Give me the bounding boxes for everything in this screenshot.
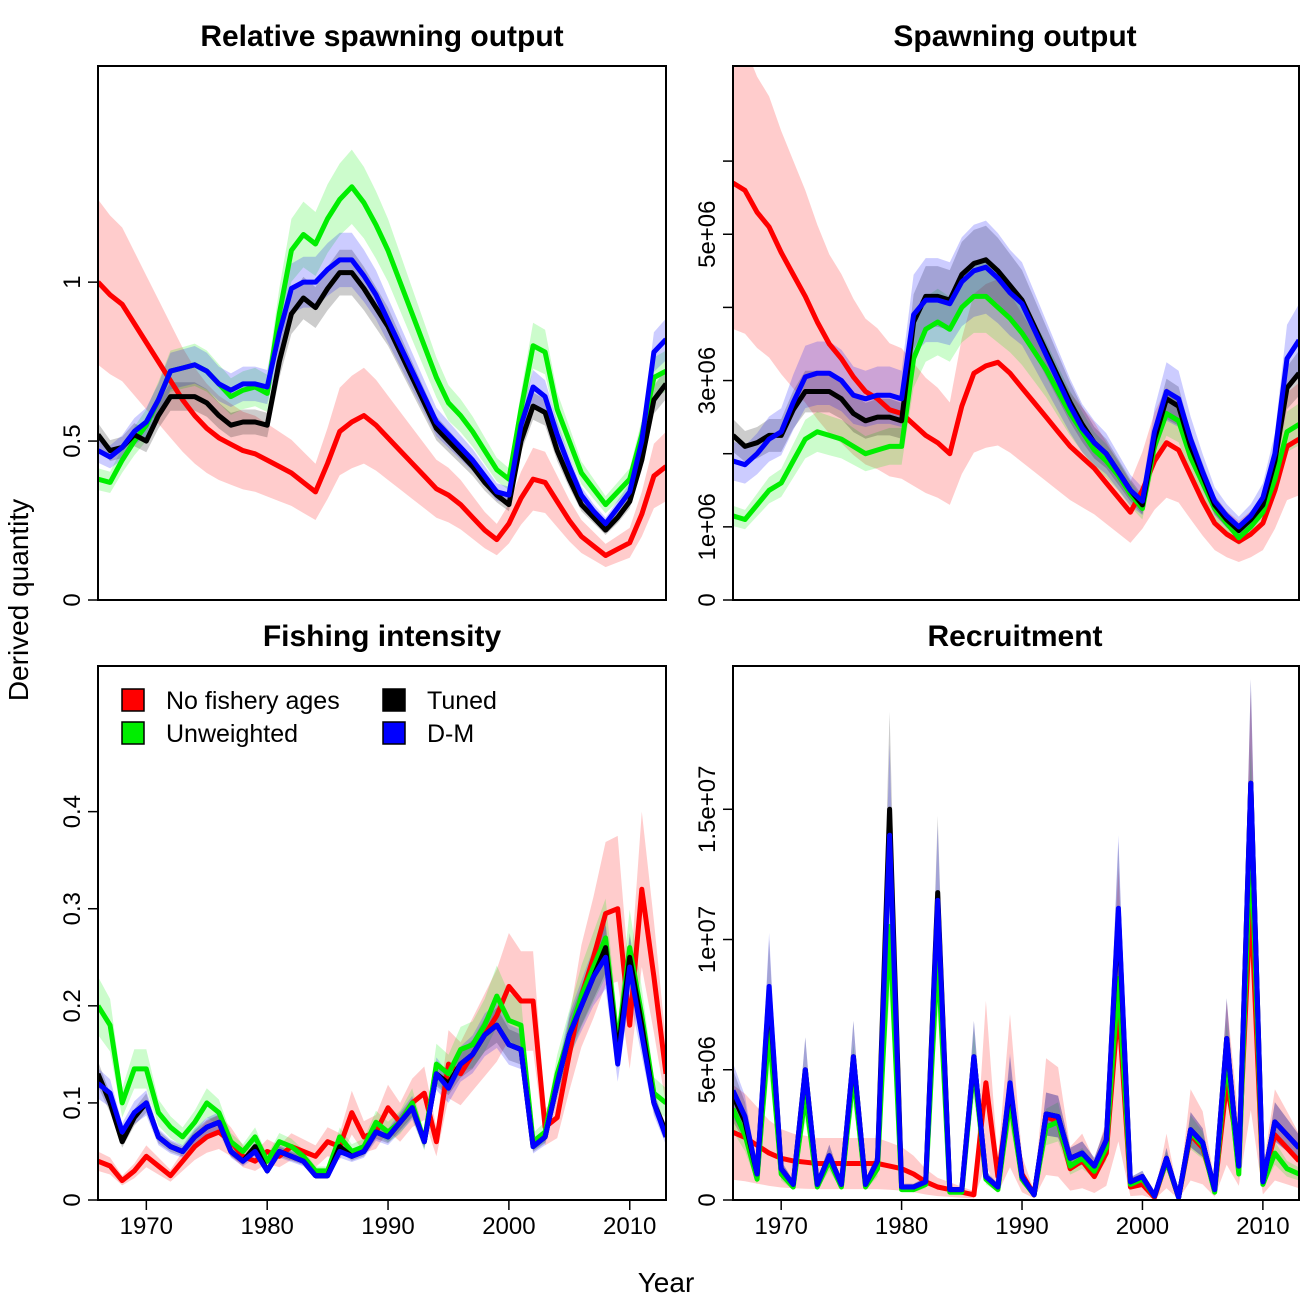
plot-area [98, 811, 666, 1186]
series-line-no-fishery-ages [98, 886, 666, 1184]
plot-area [733, 66, 1299, 562]
x-tick-label: 2000 [1116, 1213, 1169, 1240]
y-tick-label: 0 [694, 593, 721, 606]
y-tick-label: 0.5 [59, 424, 86, 457]
plot-area [733, 679, 1299, 1200]
plot-frame [732, 65, 1300, 601]
y-tick-label: 1e+07 [694, 906, 721, 973]
legend-swatch-unweighted [121, 721, 145, 745]
x-tick-label: 1980 [875, 1213, 928, 1240]
x-tick-label: 1970 [120, 1213, 173, 1240]
band-unweighted [733, 260, 1299, 546]
x-axis-label: Year [638, 1267, 695, 1298]
series-line-d-m [733, 780, 1299, 1200]
panel-title: Relative spawning output [200, 20, 563, 53]
panel-spawning-output: Spawning output 0 1e+06 3e+06 5e+06 [694, 20, 1300, 607]
legend: No fishery ages Unweighted Tuned D-M [121, 687, 497, 748]
panel-recruitment: Recruitment 0 5e+06 1e+07 1.5e+07 1970 1980 19… [694, 620, 1300, 1240]
legend-label: Tuned [427, 687, 497, 715]
legend-swatch-no-fishery-ages [121, 688, 145, 712]
x-tick-label: 1990 [995, 1213, 1048, 1240]
y-tick-label: 0 [694, 1193, 721, 1206]
legend-swatch-tuned [382, 688, 406, 712]
y-tick-label: 1e+06 [694, 493, 721, 560]
band-d-m [733, 220, 1299, 538]
series-line-d-m [733, 264, 1299, 530]
x-tick-label: 1980 [241, 1213, 294, 1240]
legend-label: D-M [427, 720, 474, 748]
series-line-d-m [98, 954, 666, 1179]
y-tick-label: 0.2 [59, 989, 86, 1022]
band-d-m [98, 232, 666, 530]
y-tick-label: 0 [59, 1193, 86, 1206]
band-no-fishery-ages [98, 199, 666, 568]
legend-label: No fishery ages [166, 687, 340, 715]
plot-frame [97, 65, 667, 601]
legend-swatch-d-m [382, 721, 406, 745]
plot-frame [97, 665, 667, 1201]
band-no-fishery-ages [733, 690, 1299, 1200]
y-tick-label: 0 [59, 593, 86, 606]
y-tick-label: 5e+06 [694, 1036, 721, 1103]
plot-frame [732, 665, 1300, 1201]
y-tick-label: 0.1 [59, 1086, 86, 1119]
series-line-unweighted [733, 293, 1299, 541]
y-tick-label: 3e+06 [694, 347, 721, 414]
x-tick-label: 2000 [482, 1213, 535, 1240]
y-tick-label: 1 [59, 275, 86, 288]
plot-area [98, 149, 666, 568]
series-line-no-fishery-ages [98, 280, 666, 558]
legend-label: Unweighted [166, 720, 298, 748]
series-line-d-m [98, 257, 666, 527]
y-tick-label: 0.4 [59, 795, 86, 828]
panel-title: Spawning output [893, 20, 1136, 53]
panel-title: Fishing intensity [263, 620, 502, 653]
y-tick-label: 5e+06 [694, 200, 721, 267]
x-tick-label: 1990 [361, 1213, 414, 1240]
x-tick-label: 2010 [1236, 1213, 1289, 1240]
series-line-tuned [98, 270, 666, 533]
panel-relative-spawning-output: Relative spawning output 0 0.5 1 [59, 20, 667, 607]
y-axis-label: Derived quantity [3, 499, 34, 701]
band-no-fishery-ages [98, 811, 666, 1186]
y-tick-label: 0.3 [59, 892, 86, 925]
panel-title: Recruitment [927, 620, 1102, 653]
panel-fishing-intensity: Fishing intensity 0 0.1 0.2 0.3 0.4 1970 1980 1… [59, 620, 667, 1240]
x-tick-label: 1970 [755, 1213, 808, 1240]
series-line-no-fishery-ages [733, 180, 1299, 544]
x-tick-label: 2010 [603, 1213, 656, 1240]
y-tick-label: 1.5e+07 [694, 766, 721, 853]
band-unweighted [98, 149, 666, 514]
band-tuned [733, 225, 1299, 538]
